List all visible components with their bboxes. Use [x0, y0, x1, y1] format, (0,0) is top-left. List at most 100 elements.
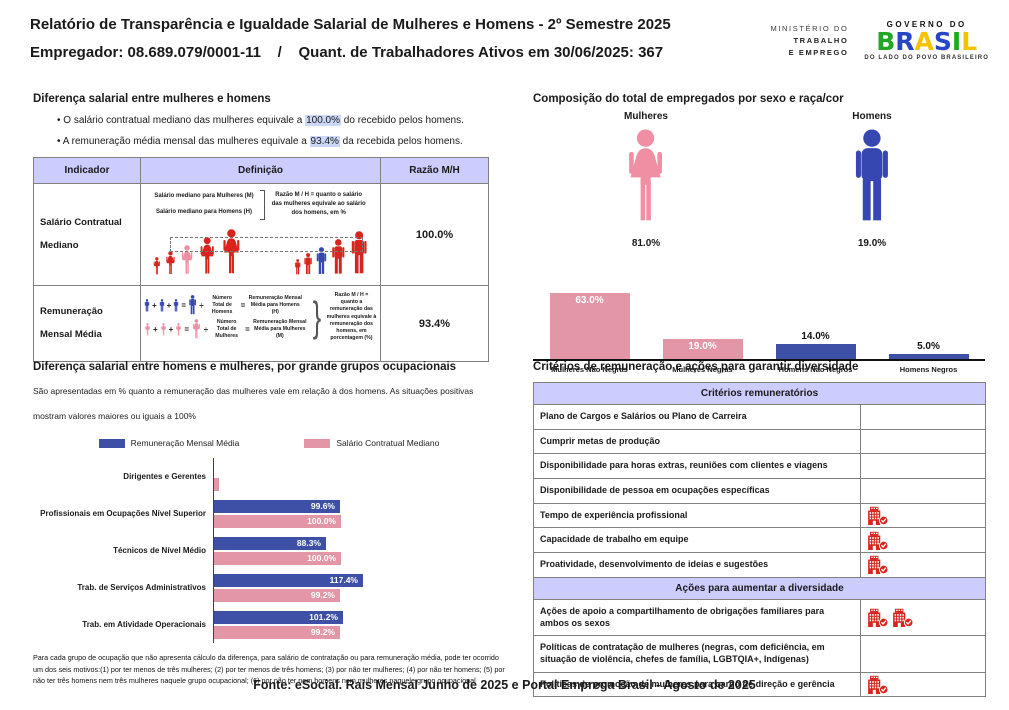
criteria-label: Políticas de contratação de mulheres (ne…: [533, 635, 861, 673]
criteria-label: Proatividade, desenvolvimento de ideias …: [533, 552, 861, 578]
occupation-category-label: Técnicos de Nível Médio: [113, 546, 206, 556]
man-icon: [332, 239, 345, 274]
criteria-status-cell: [859, 428, 987, 455]
formula-result: Remuneração Mensal Média para Mulheres (…: [253, 319, 307, 339]
man-icon: [304, 253, 312, 275]
brasil-letter: S: [933, 27, 952, 56]
composition-category-label: Mulheres Não Negras: [551, 365, 628, 374]
man-icon: [159, 298, 164, 312]
col-header-indicador: Indicador: [33, 157, 141, 184]
criteria-row: Disponibilidade de pessoa em ocupações e…: [533, 478, 987, 504]
section-title: Composição do total de empregados por se…: [533, 93, 844, 105]
formula-divisor: Número Total de Homens: [211, 295, 233, 315]
occupation-category-label: Trab. em Atividade Operacionais: [82, 620, 206, 630]
bullet-text: da recebida pelos homens.: [339, 136, 463, 147]
median-figures-illustration: [144, 225, 377, 275]
company-check-icon: [868, 608, 889, 628]
row-remuneracao-mensal-media: Remuneração Mensal Média + + = ÷ Número T…: [33, 285, 489, 362]
bar-value-label: 5.0%: [917, 341, 940, 352]
indicator-table-header-row: Indicador Definição Razão M/H: [33, 157, 489, 184]
occupation-category-label: Profissionais em Ocupações Nível Superio…: [40, 509, 206, 519]
criteria-status-cell: [859, 598, 987, 637]
composition-bar-group: 63.0%: [533, 293, 646, 359]
composition-bar-group: 14.0%: [759, 331, 872, 359]
man-figure-wrap: [787, 129, 957, 229]
indicator-label: Salário Contratual Mediano: [33, 183, 141, 286]
header-logos: MINISTÉRIO DO TRABALHO E EMPREGO GOVERNO…: [771, 20, 990, 61]
occupational-bar-chart: Dirigentes e Gerentes Profissionais em O…: [33, 458, 505, 644]
criteria-section-header: Ações para aumentar a diversidade: [532, 576, 987, 600]
criteria-row: Políticas de contratação de mulheres (ne…: [533, 635, 987, 673]
criteria-status-cell: [859, 502, 987, 529]
bar: 99.2%: [214, 625, 340, 639]
bar-value-label: 99.6%: [310, 501, 335, 512]
criteria-row: Capacidade de trabalho em equipe: [533, 527, 987, 554]
criteria-label: Cumprir metas de produção: [533, 428, 861, 455]
indicator-table: Indicador Definição Razão M/H Salário Co…: [33, 157, 489, 362]
bar-value-label: 101.2%: [309, 612, 338, 623]
bar: [214, 463, 219, 476]
bar-pair: 88.3% 100.0%: [213, 532, 463, 570]
brasil-wordmark: BRASIL: [864, 27, 989, 56]
man-icon: [144, 298, 150, 312]
woman-icon: [153, 257, 160, 275]
bullet-text: do recebido pelos homens.: [341, 115, 464, 126]
bar: 63.0%: [549, 293, 630, 359]
criteria-table: Critérios remuneratórios Plano de Cargos …: [532, 382, 987, 698]
report-title: Relatório de Transparência e Igualdade S…: [30, 16, 671, 33]
bullet-value: 100.0%: [305, 115, 342, 126]
criteria-status-cell: [859, 527, 987, 554]
ministry-logo: MINISTÉRIO DO TRABALHO E EMPREGO: [771, 23, 849, 59]
woman-figure-wrap: [561, 129, 731, 229]
women-figures-group: [152, 229, 244, 275]
criteria-row: Cumprir metas de produção: [533, 428, 987, 455]
brasil-letter: B: [876, 27, 896, 56]
men-percentage: 19.0%: [857, 238, 887, 249]
bar: 99.6%: [214, 499, 340, 513]
legend-label: Salário Contratual Mediano: [336, 438, 440, 449]
criteria-section-header-row: Ações para aumentar a diversidade: [532, 576, 987, 600]
formula-row: + + = ÷ Número Total de Homens = Remuneraç…: [144, 295, 308, 315]
ministry-line1: MINISTÉRIO DO: [770, 23, 849, 33]
section-occupational-difference: Diferença salarial entre homens e mulher…: [33, 361, 505, 687]
criteria-section-header: Critérios remuneratórios: [532, 382, 987, 405]
man-icon: [316, 247, 327, 275]
col-header-definicao: Definição: [140, 157, 381, 184]
report-subtitle: Empregador: 08.689.079/0001-11 / Quant. …: [30, 44, 664, 61]
bar-value-label: 99.2%: [310, 627, 335, 638]
occupational-chart-row: Trab. de Serviços Administrativos 117.4%…: [33, 569, 505, 607]
government-brasil-logo: GOVERNO DO BRASIL DO LADO DO POVO BRASIL…: [864, 20, 989, 61]
source-footer: Fonte: eSocial. Rais Mensal Junho de 202…: [253, 678, 756, 692]
bullet-value: 93.4%: [309, 136, 340, 147]
ministry-line3: E EMPREGO: [788, 47, 849, 57]
bar-value-label: 100.0%: [307, 516, 336, 527]
brasil-letter: A: [914, 27, 934, 56]
woman-icon: [176, 322, 182, 336]
criteria-label: Ações de apoio a compartilhamento de obr…: [533, 598, 861, 637]
criteria-row: Proatividade, desenvolvimento de ideias …: [533, 552, 987, 578]
composition-bar-chart: 63.0% 19.0% 14.0% 5.0%: [533, 261, 985, 361]
section-title: Diferença salarial entre homens e mulher…: [33, 361, 457, 373]
criteria-row: Ações de apoio a compartilhamento de obr…: [533, 598, 987, 637]
composition-category-labels: Mulheres Não Negras Mulheres Negras Homens…: [533, 361, 985, 374]
bar-value-label: 63.0%: [575, 295, 604, 306]
bar: 99.2%: [214, 588, 340, 602]
section-criteria: Critérios de remuneração e ações para ga…: [532, 361, 987, 698]
ratio-value: 93.4%: [380, 285, 489, 362]
man-icon: [189, 295, 196, 315]
definition-diagram-mean: + + = ÷ Número Total de Homens = Remuneraç…: [140, 285, 381, 362]
bar: [214, 477, 219, 491]
row-salario-contratual-mediano: Salário Contratual Mediano Salário media…: [33, 183, 489, 286]
legend-swatch-blue: [98, 438, 125, 448]
criteria-row: Plano de Cargos e Salários ou Plano de C…: [533, 404, 987, 430]
occupational-chart-row: Técnicos de Nível Médio 88.3% 100.0%: [33, 532, 505, 570]
woman-icon: [223, 229, 240, 274]
legend-label: Remuneração Mensal Média: [130, 438, 240, 449]
women-label: Mulheres: [624, 111, 668, 122]
bar: 19.0%: [662, 339, 743, 359]
criteria-row: Tempo de experiência profissional: [533, 502, 987, 529]
men-total-block: Homens 19.0%: [787, 111, 957, 249]
composition-category-label: Homens Não Negros: [778, 365, 853, 374]
criteria-row: Disponibilidade para horas extras, reuni…: [533, 453, 987, 480]
